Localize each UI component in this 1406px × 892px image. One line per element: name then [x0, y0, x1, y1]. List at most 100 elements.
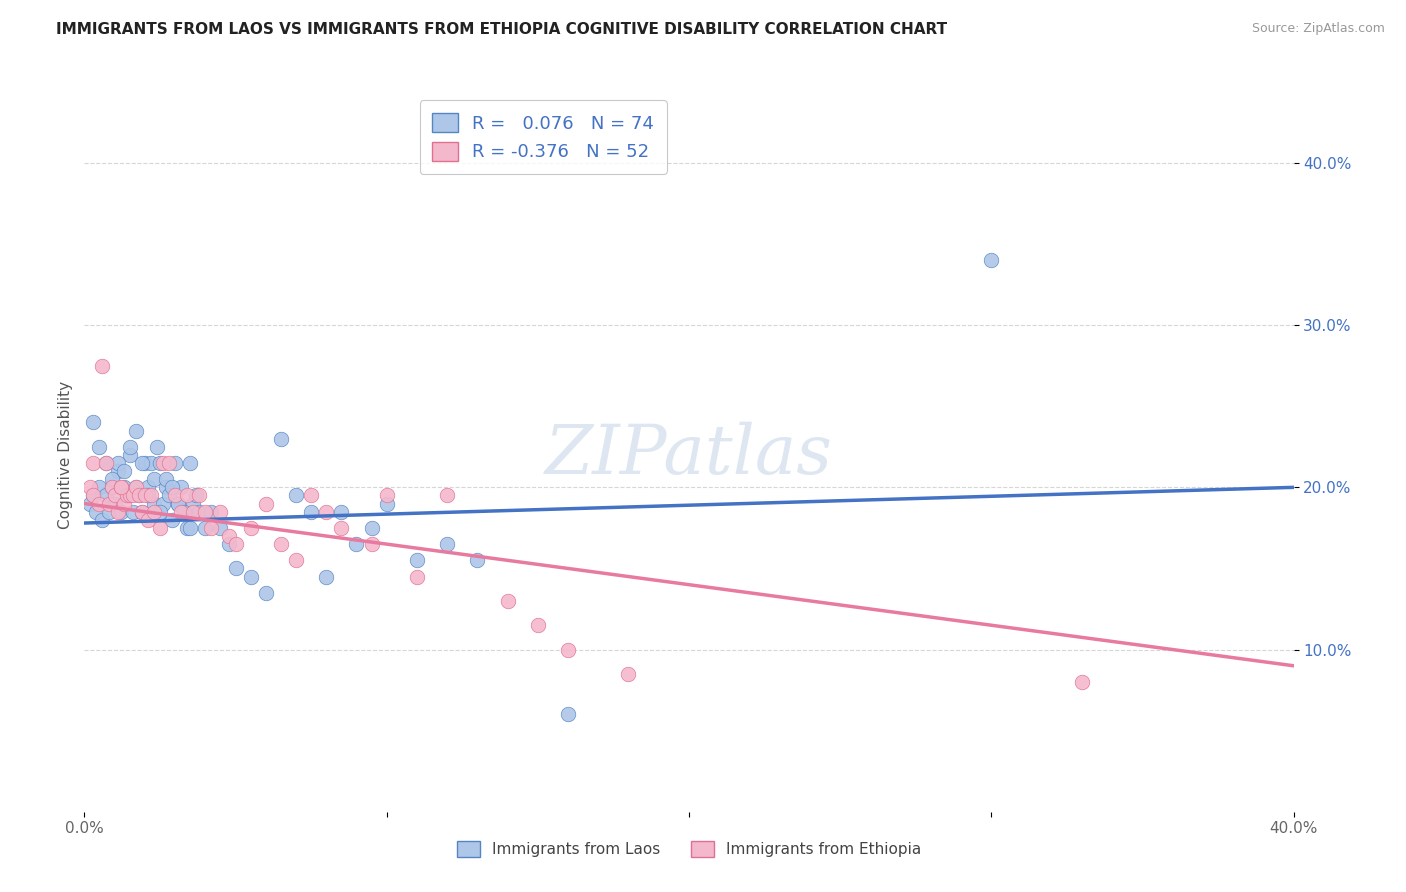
Point — [121, 505, 143, 519]
Point — [100, 480, 122, 494]
Point — [97, 497, 120, 511]
Point — [104, 497, 127, 511]
Point — [125, 480, 148, 494]
Point — [131, 505, 153, 519]
Point — [167, 497, 190, 511]
Point — [157, 488, 180, 502]
Point — [181, 497, 204, 511]
Point — [94, 488, 117, 502]
Point — [270, 537, 292, 551]
Point — [115, 488, 138, 502]
Text: Source: ZipAtlas.com: Source: ZipAtlas.com — [1251, 22, 1385, 36]
Point — [112, 480, 135, 494]
Point — [134, 456, 156, 470]
Point — [112, 497, 135, 511]
Point — [110, 505, 132, 519]
Point — [107, 505, 129, 519]
Point — [170, 505, 193, 519]
Text: IMMIGRANTS FROM LAOS VS IMMIGRANTS FROM ETHIOPIA COGNITIVE DISABILITY CORRELATIO: IMMIGRANTS FROM LAOS VS IMMIGRANTS FROM … — [56, 22, 948, 37]
Point — [94, 456, 117, 470]
Point — [142, 505, 165, 519]
Point — [125, 480, 148, 494]
Point — [218, 537, 240, 551]
Point — [131, 505, 153, 519]
Point — [188, 505, 211, 519]
Point — [97, 505, 120, 519]
Point — [89, 480, 111, 494]
Point — [79, 480, 101, 494]
Point — [375, 497, 398, 511]
Point — [179, 521, 201, 535]
Point — [149, 456, 172, 470]
Point — [209, 521, 232, 535]
Point — [315, 569, 337, 583]
Point — [176, 488, 198, 502]
Point — [360, 521, 382, 535]
Point — [149, 521, 172, 535]
Point — [134, 488, 156, 502]
Point — [163, 488, 186, 502]
Point — [254, 497, 277, 511]
Point — [128, 488, 150, 502]
Point — [225, 561, 247, 575]
Point — [225, 537, 247, 551]
Point — [82, 488, 104, 502]
Point — [1071, 675, 1094, 690]
Point — [526, 618, 548, 632]
Point — [155, 472, 177, 486]
Point — [115, 488, 138, 502]
Point — [149, 505, 172, 519]
Point — [118, 448, 141, 462]
Point — [121, 488, 143, 502]
Point — [270, 432, 292, 446]
Point — [200, 505, 222, 519]
Point — [163, 456, 186, 470]
Point — [94, 456, 117, 470]
Point — [315, 505, 337, 519]
Point — [218, 529, 240, 543]
Point — [254, 586, 277, 600]
Point — [167, 497, 190, 511]
Point — [118, 488, 141, 502]
Point — [980, 253, 1002, 268]
Point — [86, 505, 108, 519]
Point — [406, 553, 429, 567]
Point — [136, 480, 159, 494]
Point — [139, 488, 162, 502]
Point — [360, 537, 382, 551]
Point — [194, 521, 217, 535]
Point — [100, 472, 122, 486]
Point — [209, 505, 232, 519]
Point — [299, 505, 322, 519]
Point — [186, 488, 208, 502]
Point — [557, 707, 579, 722]
Point — [173, 505, 195, 519]
Point — [89, 440, 111, 454]
Point — [467, 553, 489, 567]
Point — [107, 464, 129, 478]
Point — [330, 505, 353, 519]
Point — [79, 497, 101, 511]
Point — [152, 497, 174, 511]
Point — [160, 513, 183, 527]
Point — [160, 480, 183, 494]
Point — [91, 513, 114, 527]
Point — [617, 666, 640, 681]
Point — [557, 642, 579, 657]
Point — [142, 497, 165, 511]
Point — [496, 594, 519, 608]
Point — [436, 537, 458, 551]
Point — [239, 569, 262, 583]
Point — [188, 488, 211, 502]
Point — [125, 424, 148, 438]
Point — [131, 456, 153, 470]
Point — [146, 440, 169, 454]
Point — [346, 537, 368, 551]
Point — [104, 488, 127, 502]
Point — [375, 488, 398, 502]
Point — [157, 456, 180, 470]
Point — [239, 521, 262, 535]
Point — [89, 497, 111, 511]
Point — [136, 513, 159, 527]
Point — [330, 521, 353, 535]
